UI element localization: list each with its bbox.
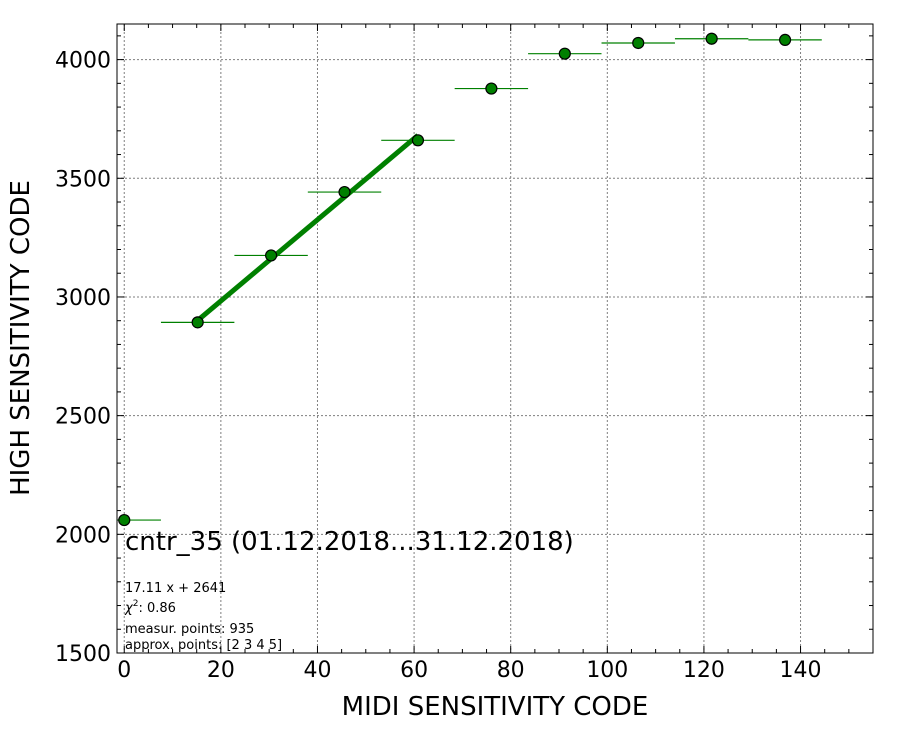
x-tick-label: 120 (683, 658, 725, 683)
x-tick-label: 80 (497, 658, 525, 683)
data-point (778, 33, 792, 47)
minor-ticks (117, 24, 873, 653)
y-tick-label: 3500 (55, 167, 111, 192)
y-tick-label: 3000 (55, 286, 111, 311)
fit-line (196, 133, 420, 323)
x-tick-label: 40 (303, 658, 331, 683)
y-tick-labels: 1500 2000 2500 3000 3500 4000 (55, 49, 111, 667)
x-tick-label: 20 (207, 658, 235, 683)
error-bars (117, 38, 822, 521)
data-point (485, 82, 498, 95)
plot-frame (116, 23, 874, 654)
chi2-value: : 0.86 (138, 601, 175, 616)
y-tick-label: 1500 (55, 642, 111, 667)
data-point (264, 249, 278, 262)
x-tick-label: 0 (117, 658, 131, 683)
x-tick-label: 140 (780, 658, 822, 683)
data-point (632, 36, 645, 50)
data-point (558, 47, 571, 60)
x-axis-label: MIDI SENSITIVITY CODE (342, 692, 649, 722)
data-point (338, 185, 351, 199)
grid (117, 24, 873, 653)
fit-line-group (196, 133, 420, 323)
fit-info: 17.11 x + 2641 χ2: 0.86 measur. points: … (124, 581, 282, 653)
chi2-text: χ2: 0.86 (124, 599, 176, 616)
approx-points-text: approx. points: [2 3 4 5] (125, 638, 282, 653)
y-axis-label: HIGH SENSITIVITY CODE (6, 180, 36, 496)
x-tick-label: 60 (400, 658, 428, 683)
y-tick-label: 4000 (55, 49, 111, 74)
major-ticks (117, 24, 873, 654)
data-point (705, 32, 718, 45)
chart-title: cntr_35 (01.12.2018...31.12.2018) (125, 527, 574, 557)
fit-equation: 17.11 x + 2641 (125, 581, 226, 596)
data-point (191, 316, 204, 329)
y-tick-label: 2500 (55, 405, 111, 430)
data-point (118, 513, 131, 527)
x-tick-label: 100 (586, 658, 628, 683)
x-tick-labels: 0 20 40 60 80 100 120 140 (117, 658, 821, 683)
y-tick-label: 2000 (55, 523, 111, 548)
measur-points-text: measur. points: 935 (125, 622, 254, 637)
data-point (411, 134, 425, 147)
data-points (118, 32, 792, 527)
